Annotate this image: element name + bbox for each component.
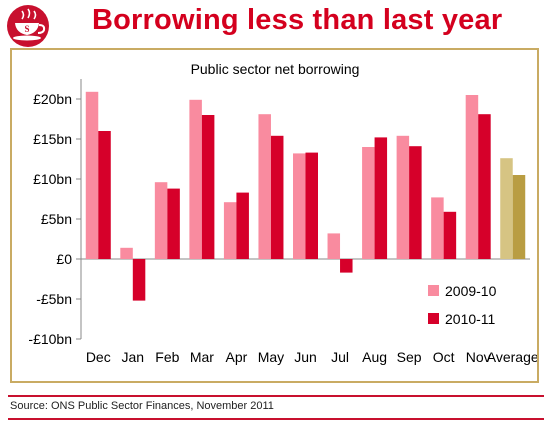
chart-title: Public sector net borrowing [191, 61, 360, 77]
bar-sep-2010-11 [409, 146, 422, 259]
bar-may-2009-10 [258, 114, 271, 259]
legend-label-2010-11: 2010-11 [445, 311, 496, 327]
bar-mar-2010-11 [201, 115, 215, 259]
x-tick-label: Aug [362, 349, 387, 365]
y-tick-label: £10bn [33, 171, 72, 187]
y-tick-label: -£5bn [36, 291, 72, 307]
bar-jun-2009-10 [293, 153, 306, 259]
bar-jan-2009-10 [120, 247, 133, 259]
bar-nov-2010-11 [478, 114, 491, 259]
divider-bottom [8, 418, 544, 420]
y-tick-label: £20bn [33, 91, 72, 107]
bar-nov-2009-10 [465, 95, 479, 259]
teacup-logo: S [6, 4, 50, 48]
bar-dec-2009-10 [85, 91, 99, 259]
bar-jan-2010-11 [132, 259, 146, 301]
legend-swatch-2010-11 [428, 313, 439, 324]
x-tick-label: May [258, 349, 284, 365]
x-tick-label: Mar [190, 349, 214, 365]
x-tick-label: Dec [86, 349, 111, 365]
bar-may-2010-11 [270, 135, 284, 259]
y-tick-label: £0 [56, 251, 72, 267]
x-tick-label: Average [487, 349, 537, 365]
x-tick-label: Sep [397, 349, 422, 365]
bar-jun-2010-11 [305, 152, 318, 259]
bar-average-2009-10 [500, 158, 513, 259]
teacup-icon: S [7, 5, 49, 47]
chart-frame: Public sector net borrowing £20bn £15bn £10… [10, 48, 539, 383]
bar-aug-2010-11 [374, 137, 388, 259]
bar-oct-2010-11 [443, 211, 457, 259]
svg-text:S: S [24, 24, 29, 34]
legend-swatch-2009-10 [428, 285, 439, 296]
bar-sep-2009-10 [396, 135, 410, 259]
source-note: Source: ONS Public Sector Finances, Nove… [10, 400, 274, 412]
bar-mar-2009-10 [189, 99, 202, 259]
x-tick-label: Jun [294, 349, 317, 365]
legend-label-2009-10: 2009-10 [445, 283, 497, 299]
bar-average-2010-11 [512, 175, 526, 259]
x-tick-label: Nov [466, 349, 491, 365]
y-tick-label: -£10bn [28, 331, 72, 347]
bar-feb-2009-10 [154, 182, 168, 259]
divider-top [8, 395, 544, 397]
y-tick-label: £5bn [41, 211, 72, 227]
bar-apr-2009-10 [223, 202, 237, 259]
x-tick-label: Apr [226, 349, 248, 365]
page-title: Borrowing less than last year [92, 4, 503, 36]
bar-apr-2010-11 [236, 192, 249, 259]
x-tick-label: Jan [122, 349, 145, 365]
bar-jul-2009-10 [327, 233, 341, 259]
bar-jul-2010-11 [340, 259, 353, 273]
x-tick-label: Jul [331, 349, 349, 365]
bar-oct-2009-10 [431, 197, 444, 259]
y-tick-label: £15bn [33, 131, 72, 147]
x-tick-label: Feb [155, 349, 179, 365]
x-tick-label: Oct [433, 349, 455, 365]
bar-feb-2010-11 [167, 188, 180, 259]
bar-dec-2010-11 [98, 131, 111, 259]
bar-aug-2009-10 [362, 147, 375, 259]
bar-chart: Public sector net borrowing £20bn £15bn £10… [28, 61, 537, 365]
